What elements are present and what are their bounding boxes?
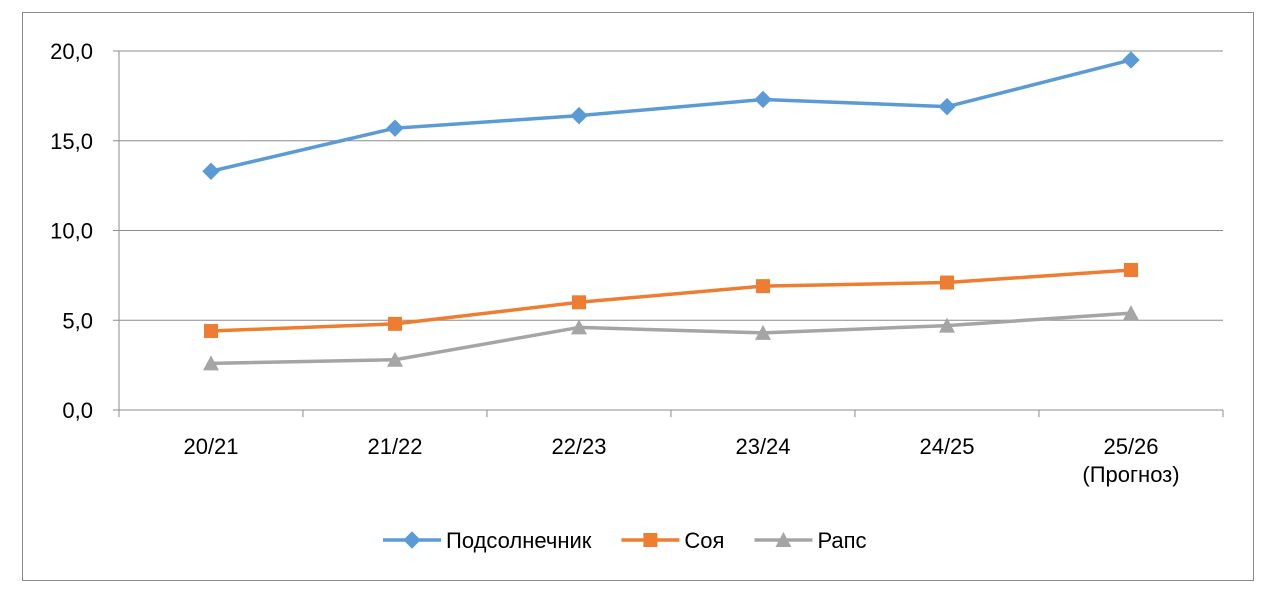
y-tick-label: 10,0 bbox=[50, 219, 93, 244]
x-tick-label: 24/25 bbox=[919, 434, 974, 459]
data-point bbox=[386, 119, 404, 137]
data-point bbox=[203, 355, 219, 371]
data-point bbox=[1124, 262, 1138, 277]
legend-marker bbox=[775, 532, 792, 547]
data-point bbox=[756, 279, 770, 294]
legend-label: Соя bbox=[684, 528, 724, 553]
data-point bbox=[1123, 305, 1139, 321]
line-chart: 0,0 5,0 10,0 15,0 20,0 20/21 21/22 22/23 23/24 24… bbox=[50, 39, 1224, 553]
legend-marker bbox=[403, 531, 421, 549]
legend-label: Подсолнечник bbox=[446, 528, 592, 553]
x-tick-label: 22/23 bbox=[551, 434, 606, 459]
series-line-2 bbox=[210, 268, 1132, 333]
y-tick-label: 15,0 bbox=[50, 129, 93, 154]
y-tick-label: 5,0 bbox=[62, 308, 93, 333]
series-line-1 bbox=[210, 58, 1132, 173]
data-point bbox=[940, 275, 954, 290]
x-tick-label: 23/24 bbox=[735, 434, 790, 459]
data-point bbox=[202, 162, 220, 180]
data-point bbox=[388, 316, 402, 331]
series-line-3 bbox=[210, 311, 1132, 366]
data-point bbox=[938, 97, 956, 116]
legend-marker bbox=[643, 533, 658, 547]
data-point bbox=[939, 317, 955, 333]
data-point bbox=[571, 319, 587, 335]
data-point bbox=[572, 295, 586, 310]
x-tick-label: 20/21 bbox=[183, 434, 238, 459]
legend-label: Рапс bbox=[817, 528, 866, 553]
data-point bbox=[754, 90, 772, 109]
data-point bbox=[755, 324, 771, 340]
x-tick-label: 21/22 bbox=[367, 434, 422, 459]
x-tick-label: 25/26 bbox=[1103, 434, 1158, 459]
data-point bbox=[1122, 51, 1140, 69]
y-tick-label: 20,0 bbox=[50, 39, 93, 64]
y-tick-label: 0,0 bbox=[62, 398, 93, 423]
data-point bbox=[387, 351, 403, 367]
chart-container: 0,0 5,0 10,0 15,0 20,0 20/21 21/22 22/23 23/24 24… bbox=[22, 12, 1254, 581]
data-point bbox=[570, 106, 588, 125]
x-tick-label: (Прогноз) bbox=[1082, 462, 1179, 487]
data-point bbox=[204, 324, 218, 339]
